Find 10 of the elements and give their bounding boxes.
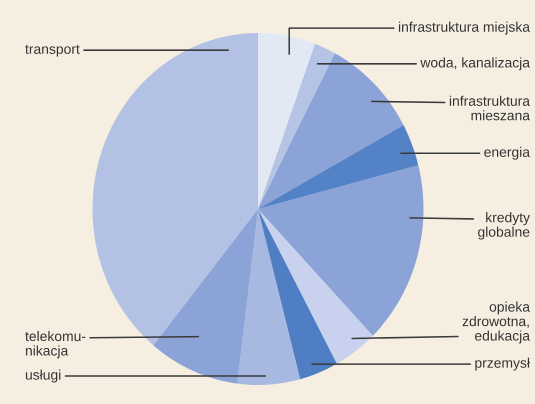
slice-label: telekomu- nikacja — [25, 330, 86, 358]
slice-label: energia — [484, 146, 530, 160]
slice-label: przemysł — [475, 358, 530, 371]
slice-label: infrastruktura miejska — [398, 22, 530, 35]
slice-label: infrastruktura mieszana — [450, 96, 530, 120]
slice-label: woda, kanalizacja — [420, 57, 530, 70]
slice-label: transport — [25, 44, 80, 57]
slice-label: opieka zdrowotna, edukacja — [462, 302, 530, 344]
slice-label: kredyty globalne — [478, 212, 530, 240]
slice-label: usługi — [26, 370, 60, 382]
